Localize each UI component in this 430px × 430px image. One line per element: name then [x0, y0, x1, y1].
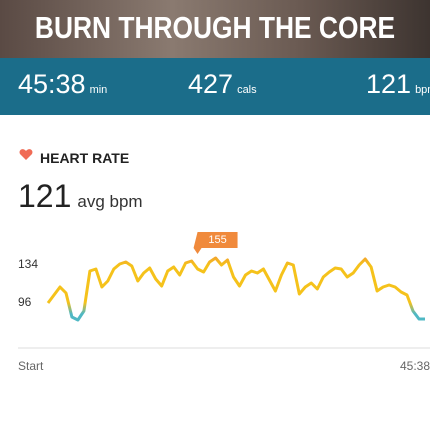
banner-title: BURN THROUGH THE CORE [34, 10, 396, 45]
avg-value: 121 [18, 178, 72, 214]
stat-value: 427 [188, 69, 234, 99]
stat-unit: cals [237, 84, 257, 96]
heart-rate-line [46, 256, 425, 322]
stat: 45:38 min [18, 69, 107, 100]
stat: 427 cals [188, 69, 257, 100]
stat-unit: min [89, 84, 108, 96]
annotation-tag [193, 232, 238, 254]
stat: 121bpm [366, 69, 430, 100]
stat-unit: bpm [415, 84, 430, 96]
y-tick-label: 134 [18, 257, 38, 271]
x-tick-label: Start [18, 359, 44, 373]
avg-unit: avg bpm [77, 192, 143, 211]
x-tick-label: 45:38 [400, 359, 430, 373]
annotation-label: 155 [208, 234, 226, 246]
section-title: HEART RATE [40, 150, 130, 166]
y-tick-label: 96 [18, 295, 32, 309]
stat-value: 121 [366, 69, 412, 99]
stat-value: 45:38 [18, 69, 86, 99]
heart-icon [19, 149, 33, 160]
banner: BURN THROUGH THE CORE [0, 0, 430, 58]
avg-bpm: 121 avg bpm [18, 178, 143, 215]
